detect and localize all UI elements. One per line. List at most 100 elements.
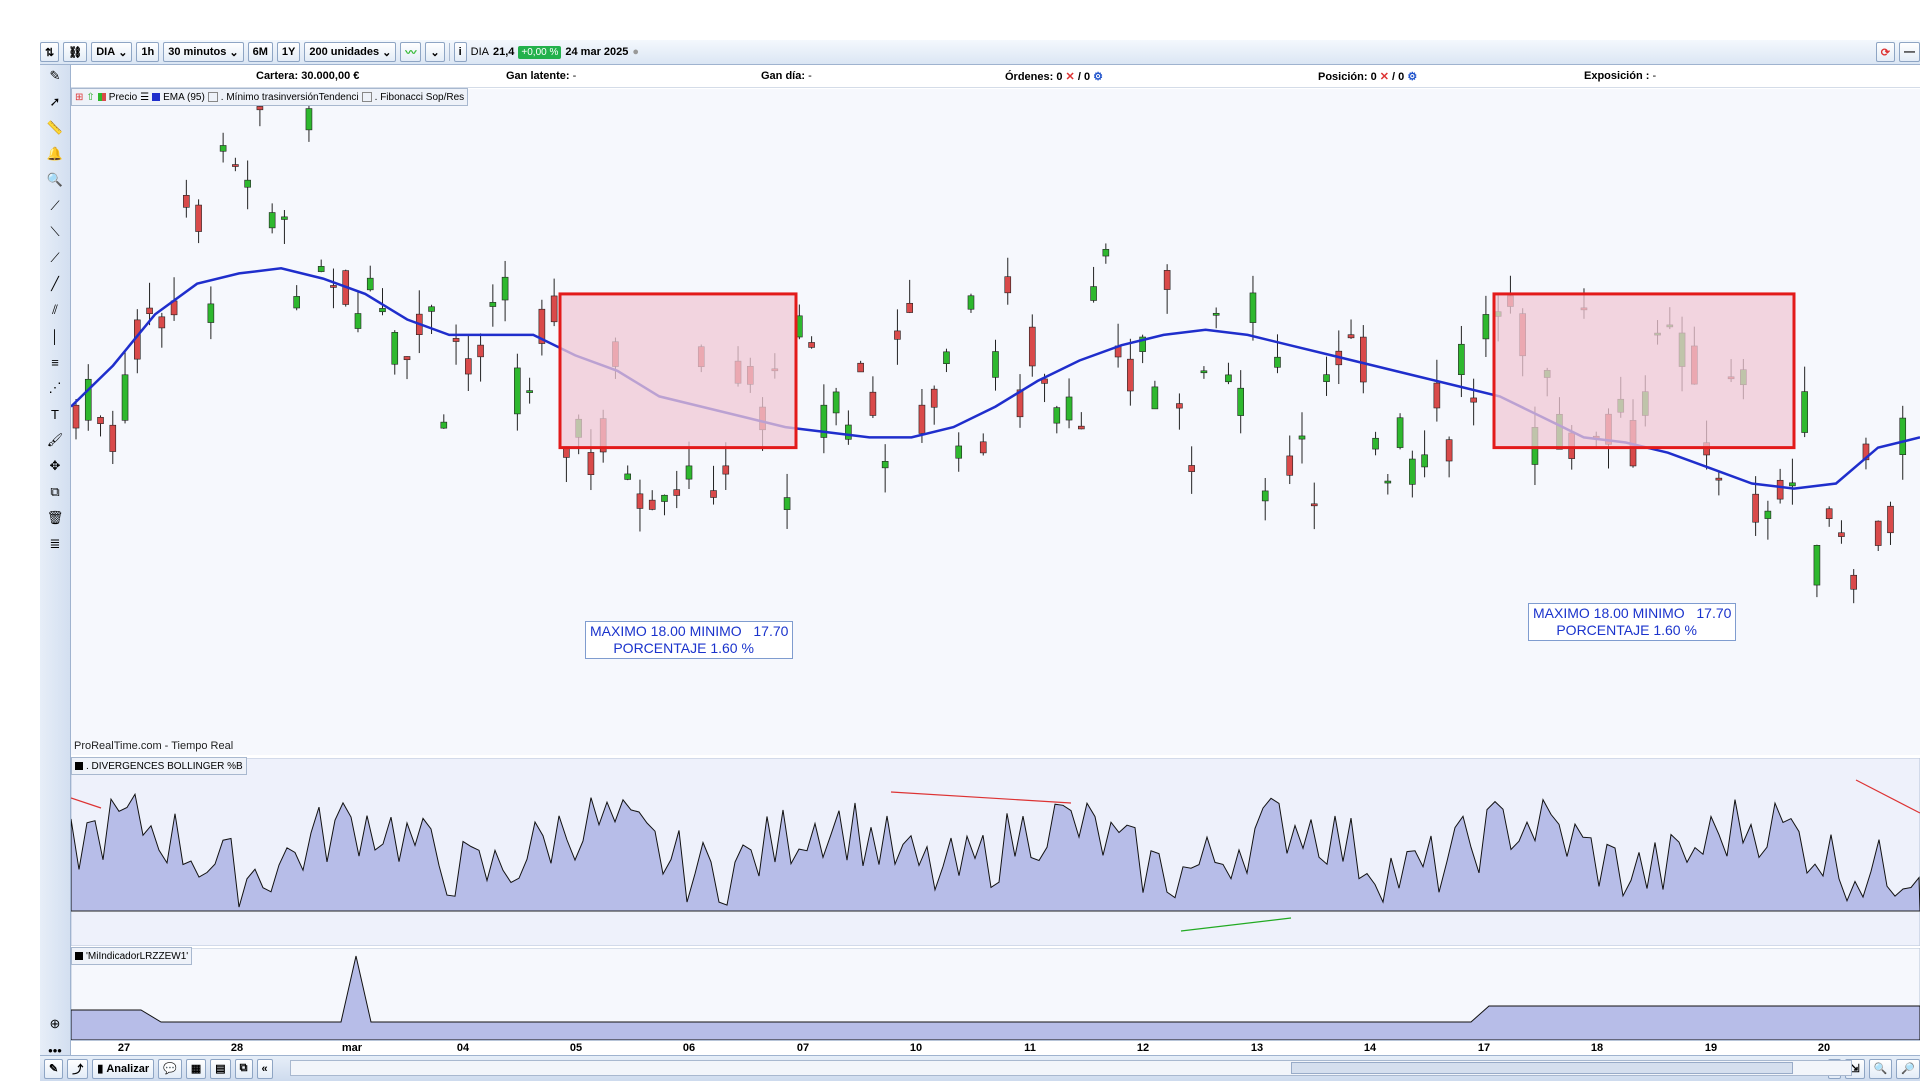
fibonacci-tool-icon[interactable]: ≡ (51, 354, 59, 370)
candle-down (1347, 334, 1355, 339)
more-options-icon[interactable]: ••• (48, 1042, 62, 1058)
zoom-out-icon[interactable]: 🔎 (1896, 1058, 1920, 1079)
refresh-icon[interactable]: ⟳ (1875, 42, 1895, 62)
channel-tool-icon[interactable]: ⫽ (52, 302, 58, 317)
window-icon[interactable]: ⧉ (234, 1058, 253, 1079)
candle-up (489, 302, 497, 307)
divergence-line-4 (1855, 779, 1920, 814)
price-zone-rect[interactable] (558, 292, 798, 450)
trend-down-tool-icon[interactable]: ⟍ (50, 224, 60, 239)
units-selector[interactable]: 200 unidades ⌄ (304, 42, 397, 62)
copy-tool-icon[interactable]: ⧉ (50, 484, 60, 499)
candle-up (1151, 386, 1159, 410)
horizontal-scrollbar[interactable] (290, 1060, 1852, 1076)
chart-type-icon[interactable]: ⇅ (40, 42, 60, 62)
list-icon[interactable]: ☰ (140, 91, 150, 103)
candle-up (1323, 374, 1330, 382)
brush-tool-icon[interactable]: 🖌 (46, 432, 64, 447)
add-icon[interactable]: ⊞ (75, 91, 84, 103)
x-tick-label: 11 (1024, 1042, 1036, 1054)
zoom-icon[interactable]: 🔍 (46, 172, 64, 187)
cartera-label: Cartera: (256, 70, 299, 82)
link-icon[interactable]: ⛓ (63, 42, 88, 62)
cursor-icon[interactable]: ➚ (49, 94, 61, 109)
quote-date: 24 mar 2025 (565, 46, 629, 58)
price-zone-rect[interactable] (1492, 292, 1796, 450)
posicion-info[interactable]: Posición: 0 ✕ / 0 ⚙ (1318, 70, 1417, 83)
level-tool-icon[interactable]: ≣ (49, 536, 61, 551)
scroll-left-icon[interactable]: « (256, 1058, 273, 1079)
candle-down (195, 204, 202, 232)
segment-tool-icon[interactable]: ⟋ (50, 250, 60, 265)
draw-mode-icon[interactable]: ✎ (44, 1058, 64, 1079)
chart-style-icon[interactable]: 〰 (400, 42, 422, 62)
grid-icon[interactable]: ▤ (210, 1058, 231, 1079)
candle-up (1261, 490, 1269, 502)
chart-style-dropdown[interactable]: ⌄ (425, 42, 445, 62)
price-legend[interactable]: ⊞ ⇧ Precio ☰ EMA (95) . Mínimo trasinver… (71, 88, 469, 106)
x-tick-label: 12 (1136, 1042, 1150, 1054)
indicator1-area (71, 792, 1920, 912)
share-icon[interactable]: ⤴ (67, 1058, 89, 1079)
ordenes-value: 0 (1056, 71, 1063, 83)
trend-up-tool-icon[interactable]: ⟋ (50, 198, 60, 213)
indicator2-legend[interactable]: 'MiIndicadorLRZZEW1' (71, 947, 193, 965)
candle-up (1482, 314, 1490, 340)
analyze-button[interactable]: ▮ Analizar (92, 1058, 155, 1079)
candle-up (1298, 435, 1306, 440)
regression-tool-icon[interactable]: ⋰ (48, 380, 62, 395)
vertical-line-icon[interactable]: │ (50, 328, 60, 344)
posicion-settings-icon[interactable]: ⚙ (1407, 71, 1418, 83)
zoom-in-icon[interactable]: 🔍 (1868, 1058, 1893, 1079)
ruler-icon[interactable]: 📏 (46, 120, 64, 135)
up-arrow-icon[interactable]: ⇧ (86, 91, 95, 103)
posicion-icon: ✕ (1379, 71, 1389, 83)
minimize-icon[interactable]: — (1899, 42, 1920, 62)
candle-up (354, 313, 362, 329)
portfolio-info-bar: Cartera: 30.000,00 € Gan latente: - Gan … (71, 65, 1920, 88)
candle-up (1396, 417, 1404, 448)
range-1y-button[interactable]: 1Y (276, 42, 301, 62)
chat-icon[interactable]: 💬 (158, 1058, 182, 1079)
candle-down (232, 164, 239, 167)
pencil-icon[interactable]: ✎ (49, 68, 61, 83)
symbol-selector[interactable]: DIA ⌄ (91, 42, 133, 62)
candle-down (710, 490, 717, 498)
range-6m-button[interactable]: 6M (247, 42, 273, 62)
line-tool-icon[interactable]: ╱ (51, 276, 59, 291)
add-indicator-icon[interactable]: ⊕ (49, 1016, 61, 1031)
price-chart[interactable] (71, 89, 1920, 755)
calendar-icon[interactable]: ▦ (185, 1058, 207, 1079)
scrollbar-thumb[interactable] (1291, 1062, 1793, 1074)
indicator1-legend[interactable]: . DIVERGENCES BOLLINGER %B (71, 757, 247, 775)
x-tick-label: 06 (682, 1042, 696, 1054)
x-tick-label: 10 (909, 1042, 923, 1054)
interval-short-button[interactable]: 1h (136, 42, 160, 62)
min-color-swatch (207, 92, 218, 102)
bottom-bar: ✎ ⤴ ▮ Analizar 💬 ▦ ▤ ⧉ « › ⇲ 🔍 🔎 (40, 1055, 1920, 1081)
candle-up (1384, 480, 1392, 484)
cartera-value: 30.000,00 € (301, 70, 360, 82)
indicator1-swatch (75, 762, 83, 770)
ordenes-info[interactable]: Órdenes: 0 ✕ / 0 ⚙ (1005, 70, 1103, 83)
candle-down (465, 358, 472, 375)
candle-down (403, 356, 411, 361)
candle-down (1360, 336, 1367, 383)
ordenes-settings-icon[interactable]: ⚙ (1093, 71, 1103, 83)
delete-tool-icon[interactable]: 🗑 (46, 510, 64, 525)
custom-indicator-panel[interactable] (71, 948, 1920, 1040)
alert-bell-icon[interactable]: 🔔 (46, 146, 64, 161)
bollinger-divergence-panel[interactable] (71, 758, 1920, 946)
candle-down (1776, 479, 1784, 500)
quote-symbol: DIA (470, 46, 489, 58)
move-tool-icon[interactable]: ✥ (49, 458, 61, 473)
candle-down (1078, 425, 1085, 430)
candle-up (1813, 545, 1821, 586)
candle-down (1188, 465, 1195, 472)
trading-platform-window: ⇅ ⛓ DIA ⌄ 1h 30 minutos ⌄ 6M 1Y 200 unid… (40, 40, 1920, 1081)
interval-selector[interactable]: 30 minutos ⌄ (163, 42, 244, 62)
text-tool-icon[interactable]: T (51, 406, 59, 422)
info-icon[interactable]: i (453, 42, 467, 62)
quote-price: 21,4 (492, 46, 515, 58)
divergence-line-3 (1180, 917, 1292, 932)
